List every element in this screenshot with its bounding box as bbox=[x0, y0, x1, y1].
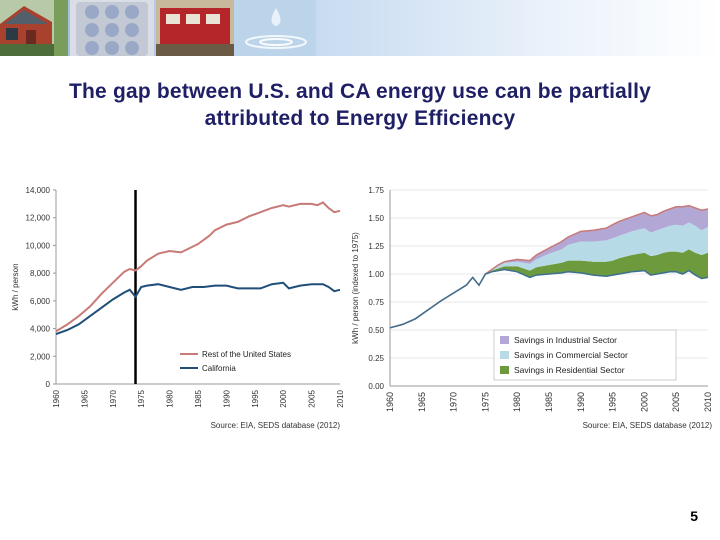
y-tick-label: 0.25 bbox=[368, 354, 384, 363]
series-line-rest-of-us bbox=[55, 201, 341, 333]
header-banner bbox=[0, 0, 720, 56]
chart-indexed-consumption-savings: 0.00 0.25 0.50 0.75 1.00 1.25 1.50 1.75 1960 1965… bbox=[352, 186, 713, 430]
legend-label: Rest of the United States bbox=[202, 350, 291, 359]
y-tick-label: 0.00 bbox=[368, 382, 384, 391]
area-industrial-savings bbox=[390, 205, 708, 328]
x-tick-label: 1970 bbox=[109, 389, 118, 407]
legend-swatch bbox=[500, 366, 509, 374]
y-tick-label: 14,000 bbox=[26, 186, 51, 195]
water-drop-photo bbox=[236, 0, 316, 56]
y-tick-label: 4,000 bbox=[30, 325, 51, 334]
x-tick-label: 1985 bbox=[544, 392, 554, 412]
x-tick-label: 1970 bbox=[449, 392, 459, 412]
y-tick-label: 8,000 bbox=[30, 269, 51, 278]
x-tick-label: 2010 bbox=[336, 389, 345, 407]
series-line-california bbox=[55, 281, 341, 336]
legend-label: Savings in Industrial Sector bbox=[514, 335, 617, 345]
chart-source: Source: EIA, SEDS database (2012) bbox=[211, 421, 341, 430]
legend-label: California bbox=[202, 364, 236, 373]
x-tick-label: 1980 bbox=[166, 389, 175, 407]
legend-label: Savings in Commercial Sector bbox=[514, 350, 628, 360]
calculator-photo bbox=[70, 0, 154, 56]
x-tick-label: 1990 bbox=[222, 389, 231, 407]
x-tick-label: 2000 bbox=[279, 389, 288, 407]
x-tick-label: 1960 bbox=[52, 389, 61, 407]
slide-title-line-2: attributed to Energy Efficiency bbox=[204, 107, 516, 130]
legend-swatch bbox=[500, 351, 509, 359]
y-axis-label: kWh / person (indexed to 1975) bbox=[352, 232, 360, 344]
area-residential-savings bbox=[390, 249, 708, 328]
page-number: 5 bbox=[690, 508, 698, 524]
y-tick-label: 1.50 bbox=[368, 214, 384, 223]
x-tick-label: 1980 bbox=[512, 392, 522, 412]
x-tick-label: 2005 bbox=[671, 392, 681, 412]
x-tick-label: 1995 bbox=[608, 392, 618, 412]
x-tick-label: 2010 bbox=[703, 392, 713, 412]
slide-title: The gap between U.S. and CA energy use c… bbox=[0, 78, 720, 132]
house-photo bbox=[0, 0, 68, 56]
legend-box bbox=[493, 329, 677, 381]
y-tick-label: 1.25 bbox=[368, 242, 384, 251]
chart-source: Source: EIA, SEDS database (2012) bbox=[583, 421, 713, 430]
y-tick-label: 0.50 bbox=[368, 326, 384, 335]
area-commercial-savings bbox=[390, 222, 708, 328]
legend-swatch bbox=[500, 336, 509, 344]
y-tick-label: 6,000 bbox=[30, 297, 51, 306]
x-tick-label: 1995 bbox=[251, 389, 260, 407]
x-tick-label: 1965 bbox=[80, 389, 89, 407]
x-tick-label: 1975 bbox=[480, 392, 490, 412]
x-tick-label: 1965 bbox=[417, 392, 427, 412]
y-tick-label: 0.75 bbox=[368, 298, 384, 307]
train-photo bbox=[156, 0, 234, 56]
chart-per-capita-consumption: 0 2,000 4,000 6,000 8,000 10,000 12,000 14,000 1… bbox=[11, 186, 345, 430]
y-tick-label: 10,000 bbox=[26, 241, 51, 250]
x-tick-label: 2005 bbox=[308, 389, 317, 407]
x-tick-label: 1990 bbox=[576, 392, 586, 412]
x-tick-label: 1985 bbox=[194, 389, 203, 407]
slide-title-line-1: The gap between U.S. and CA energy use c… bbox=[68, 80, 652, 103]
y-axis-label: kWh / person bbox=[11, 263, 20, 310]
line-california-indexed bbox=[389, 268, 709, 329]
y-tick-label: 12,000 bbox=[26, 214, 51, 223]
x-tick-label: 1975 bbox=[137, 389, 146, 407]
y-tick-label: 1.00 bbox=[368, 270, 384, 279]
y-tick-label: 2,000 bbox=[30, 352, 51, 361]
y-tick-label: 1.75 bbox=[368, 186, 384, 195]
x-tick-label: 2000 bbox=[639, 392, 649, 412]
y-tick-label: 0 bbox=[46, 380, 51, 389]
x-tick-label: 1960 bbox=[385, 392, 395, 412]
legend-label: Savings in Residential Sector bbox=[514, 365, 625, 375]
